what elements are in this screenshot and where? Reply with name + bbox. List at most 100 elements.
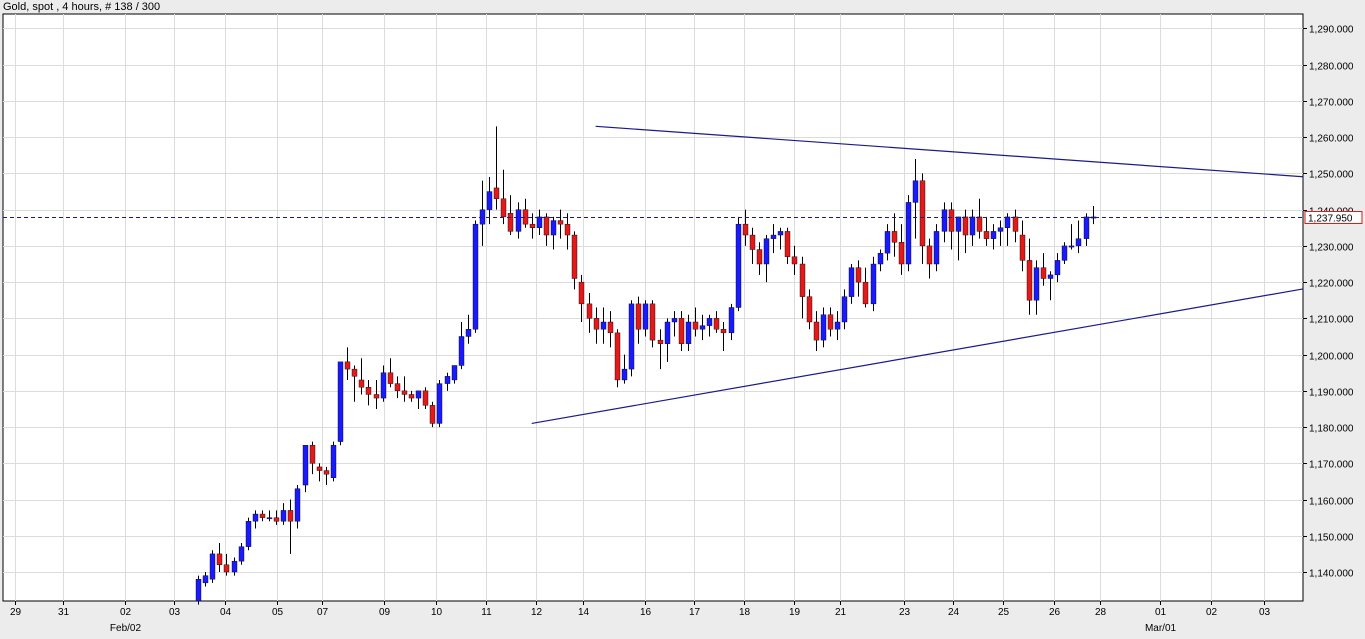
candle xyxy=(316,463,323,482)
candle xyxy=(571,231,578,290)
time-axis: 29 31 02 Feb/02 03 04 05 07 09 10 11 12 14 16 17 18 19 21… xyxy=(10,601,1270,634)
y-tick-label: 1,190.000 xyxy=(1309,388,1354,399)
candle-body xyxy=(444,376,451,384)
y-tick-label: 1,180.000 xyxy=(1309,424,1354,435)
candle xyxy=(806,289,813,330)
candle-body xyxy=(259,513,266,518)
x-tick-label: 26 xyxy=(1049,607,1061,618)
x-tick-label: 21 xyxy=(835,607,847,618)
candle xyxy=(529,213,536,239)
candle xyxy=(1061,242,1068,265)
x-tick-label: 03 xyxy=(169,607,181,618)
y-tick-label: 1,220.000 xyxy=(1309,279,1354,290)
candle-body xyxy=(607,321,614,334)
candle-body xyxy=(912,180,919,203)
candle xyxy=(1026,238,1033,315)
candle-body xyxy=(358,379,365,388)
candle-body xyxy=(614,332,621,381)
candle xyxy=(536,209,543,236)
candle xyxy=(671,311,678,337)
candle xyxy=(444,372,451,391)
candle xyxy=(266,510,273,522)
y-tick-label: 1,230.000 xyxy=(1309,243,1354,254)
candle-body xyxy=(451,365,458,381)
candle xyxy=(706,314,713,337)
trendline-support[interactable] xyxy=(531,288,1304,425)
candle-body xyxy=(280,510,287,522)
candle xyxy=(791,245,798,275)
candle-body xyxy=(586,303,593,319)
x-tick-label: 18 xyxy=(739,607,751,618)
candle xyxy=(1075,220,1082,254)
candle-body xyxy=(337,361,344,442)
candle-body xyxy=(401,390,408,395)
candle xyxy=(287,499,294,554)
candle xyxy=(500,169,507,225)
candle xyxy=(763,235,770,283)
x-tick-sublabel: Feb/02 xyxy=(110,623,142,634)
candle-body xyxy=(699,325,706,330)
candle xyxy=(486,177,493,225)
candle xyxy=(1068,224,1075,250)
candle xyxy=(422,387,429,409)
candle-body xyxy=(898,242,905,265)
candle-body xyxy=(600,321,607,330)
chart-title: Gold, spot , 4 hours, # 138 / 300 xyxy=(3,1,161,13)
candle-body xyxy=(848,267,855,297)
candle xyxy=(543,213,550,246)
candle xyxy=(507,195,514,236)
x-tick-label: 02 xyxy=(1206,607,1218,618)
candle xyxy=(657,329,664,370)
candle-body xyxy=(678,318,685,344)
candle-body xyxy=(486,191,493,210)
candle-body xyxy=(557,220,564,225)
y-tick-label: 1,290.000 xyxy=(1309,25,1354,36)
candle xyxy=(912,158,919,239)
candle-body xyxy=(564,223,571,236)
y-tick-label: 1,260.000 xyxy=(1309,134,1354,145)
candle xyxy=(600,307,607,344)
candle xyxy=(848,264,855,304)
candle xyxy=(365,379,372,406)
candle-body xyxy=(749,234,756,250)
candle xyxy=(841,289,848,330)
candle xyxy=(969,209,976,246)
y-tick-label: 1,280.000 xyxy=(1309,62,1354,73)
candle xyxy=(351,365,358,402)
candle xyxy=(713,311,720,333)
candle xyxy=(948,202,955,250)
candle xyxy=(983,216,990,246)
candle-body xyxy=(223,564,230,573)
candle xyxy=(692,307,699,337)
candle-body xyxy=(1040,267,1047,279)
candle xyxy=(1012,209,1019,243)
candle-body xyxy=(422,390,429,406)
candle xyxy=(649,300,656,348)
candle xyxy=(955,216,962,261)
candle xyxy=(1004,213,1011,246)
x-tick-sublabel: Mar/01 xyxy=(1145,623,1177,634)
candle-body xyxy=(976,216,983,232)
candle xyxy=(962,209,969,254)
candle-body xyxy=(309,444,316,464)
candle-body xyxy=(770,234,777,239)
candle xyxy=(401,376,408,402)
candle xyxy=(1047,271,1054,301)
candle xyxy=(820,307,827,348)
candle-body xyxy=(799,263,806,297)
x-tick-label: 16 xyxy=(640,607,652,618)
x-tick-label: 07 xyxy=(317,607,329,618)
candle xyxy=(522,198,529,228)
candle xyxy=(309,441,316,475)
candle-body xyxy=(216,553,223,565)
candle-body xyxy=(429,405,436,424)
candle xyxy=(586,293,593,333)
x-tick-label: 10 xyxy=(431,607,443,618)
candle-body xyxy=(238,546,245,562)
candle xyxy=(941,202,948,243)
x-tick-label: 09 xyxy=(379,607,391,618)
candle-body xyxy=(323,470,330,475)
candle-body xyxy=(266,517,273,520)
trendline-resistance[interactable] xyxy=(595,125,1304,178)
